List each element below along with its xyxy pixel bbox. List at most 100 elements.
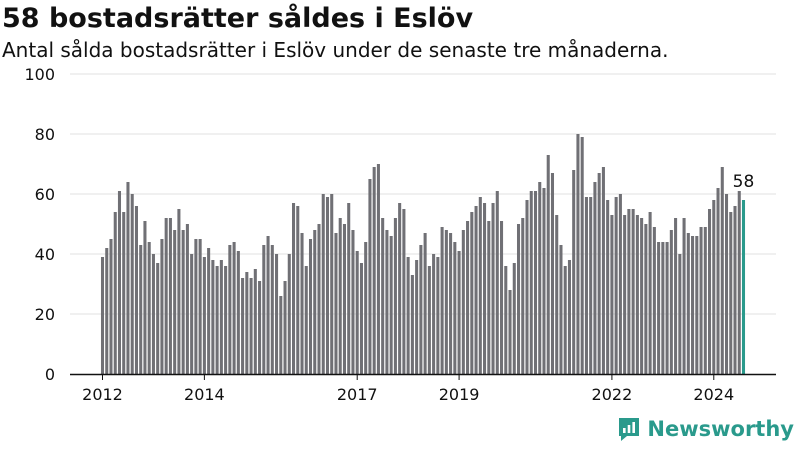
bar (194, 239, 198, 374)
bar (686, 233, 690, 374)
bar (733, 206, 737, 374)
bar (478, 197, 482, 374)
bar (584, 197, 588, 374)
bar (487, 221, 491, 374)
last-value-label: 58 (733, 172, 755, 192)
bar (449, 233, 453, 374)
bar (258, 281, 262, 374)
bar (398, 203, 402, 374)
bar (393, 218, 397, 374)
bar (512, 263, 516, 374)
bar (122, 212, 126, 374)
bar (427, 266, 431, 374)
bar (190, 254, 194, 374)
bar (500, 221, 504, 374)
newsworthy-logo: Newsworthy (617, 414, 794, 444)
bar (521, 218, 525, 374)
bar (572, 170, 576, 374)
bar (211, 260, 215, 374)
bar (351, 230, 355, 374)
bar (691, 236, 695, 374)
bar (432, 254, 436, 374)
bar (321, 194, 325, 374)
bar (207, 248, 211, 374)
x-tick-label: 2012 (82, 385, 123, 404)
bar (372, 167, 376, 374)
bar (631, 209, 635, 374)
bar (177, 209, 181, 374)
bar (334, 233, 338, 374)
bar (406, 257, 410, 374)
bar (381, 218, 385, 374)
bar (228, 245, 232, 374)
bar (737, 191, 741, 374)
bar (198, 239, 202, 374)
bar (593, 182, 597, 374)
bar (109, 239, 113, 374)
y-tick-label: 80 (35, 125, 55, 144)
bar (580, 137, 584, 374)
bar (355, 251, 359, 374)
bar (525, 200, 529, 374)
bar (466, 221, 470, 374)
bar (597, 173, 601, 374)
bar (567, 260, 571, 374)
bar (232, 242, 236, 374)
chart-subtitle: Antal sålda bostadsrätter i Eslöv under … (2, 38, 669, 62)
bar (134, 206, 138, 374)
bar (563, 266, 567, 374)
x-tick-label: 2017 (337, 385, 378, 404)
bar (304, 266, 308, 374)
bar (266, 236, 270, 374)
bar (330, 194, 334, 374)
bar (533, 191, 538, 374)
bar (385, 230, 389, 374)
bar (516, 224, 521, 374)
bar (317, 224, 321, 374)
bar (185, 224, 189, 374)
bar (618, 194, 622, 374)
bar (164, 218, 168, 374)
bar (453, 242, 457, 374)
bar (279, 296, 283, 374)
bar (181, 230, 185, 374)
bar (296, 206, 300, 374)
bar (703, 227, 707, 374)
bar (113, 212, 117, 374)
bar (117, 191, 122, 374)
x-tick-label: 2022 (592, 385, 633, 404)
bar (648, 212, 652, 374)
bar (483, 203, 487, 374)
bar (729, 212, 733, 374)
bar (224, 266, 228, 374)
bar (347, 203, 351, 374)
bar (708, 209, 712, 374)
chart-title: 58 bostadsrätter såldes i Eslöv (2, 3, 474, 34)
bar (436, 257, 440, 374)
bar (635, 215, 639, 374)
bar (249, 278, 253, 374)
x-tick-label: 2024 (693, 385, 734, 404)
bar (508, 290, 512, 374)
y-tick-label: 0 (45, 365, 55, 384)
bar (368, 179, 372, 374)
bar (559, 245, 563, 374)
bar (627, 209, 631, 374)
bar (308, 239, 313, 374)
bar (576, 134, 580, 374)
bar (669, 230, 673, 374)
bar (100, 257, 105, 374)
bar (283, 281, 287, 374)
bars (100, 134, 746, 374)
y-tick-label: 40 (35, 245, 55, 264)
bar (253, 269, 257, 374)
bar (338, 218, 342, 374)
bar (640, 218, 644, 374)
bar (415, 260, 419, 374)
bar (470, 212, 474, 374)
bar (126, 182, 130, 374)
bar (440, 227, 444, 374)
bar (614, 197, 618, 374)
bar (143, 221, 147, 374)
bar (364, 242, 368, 374)
